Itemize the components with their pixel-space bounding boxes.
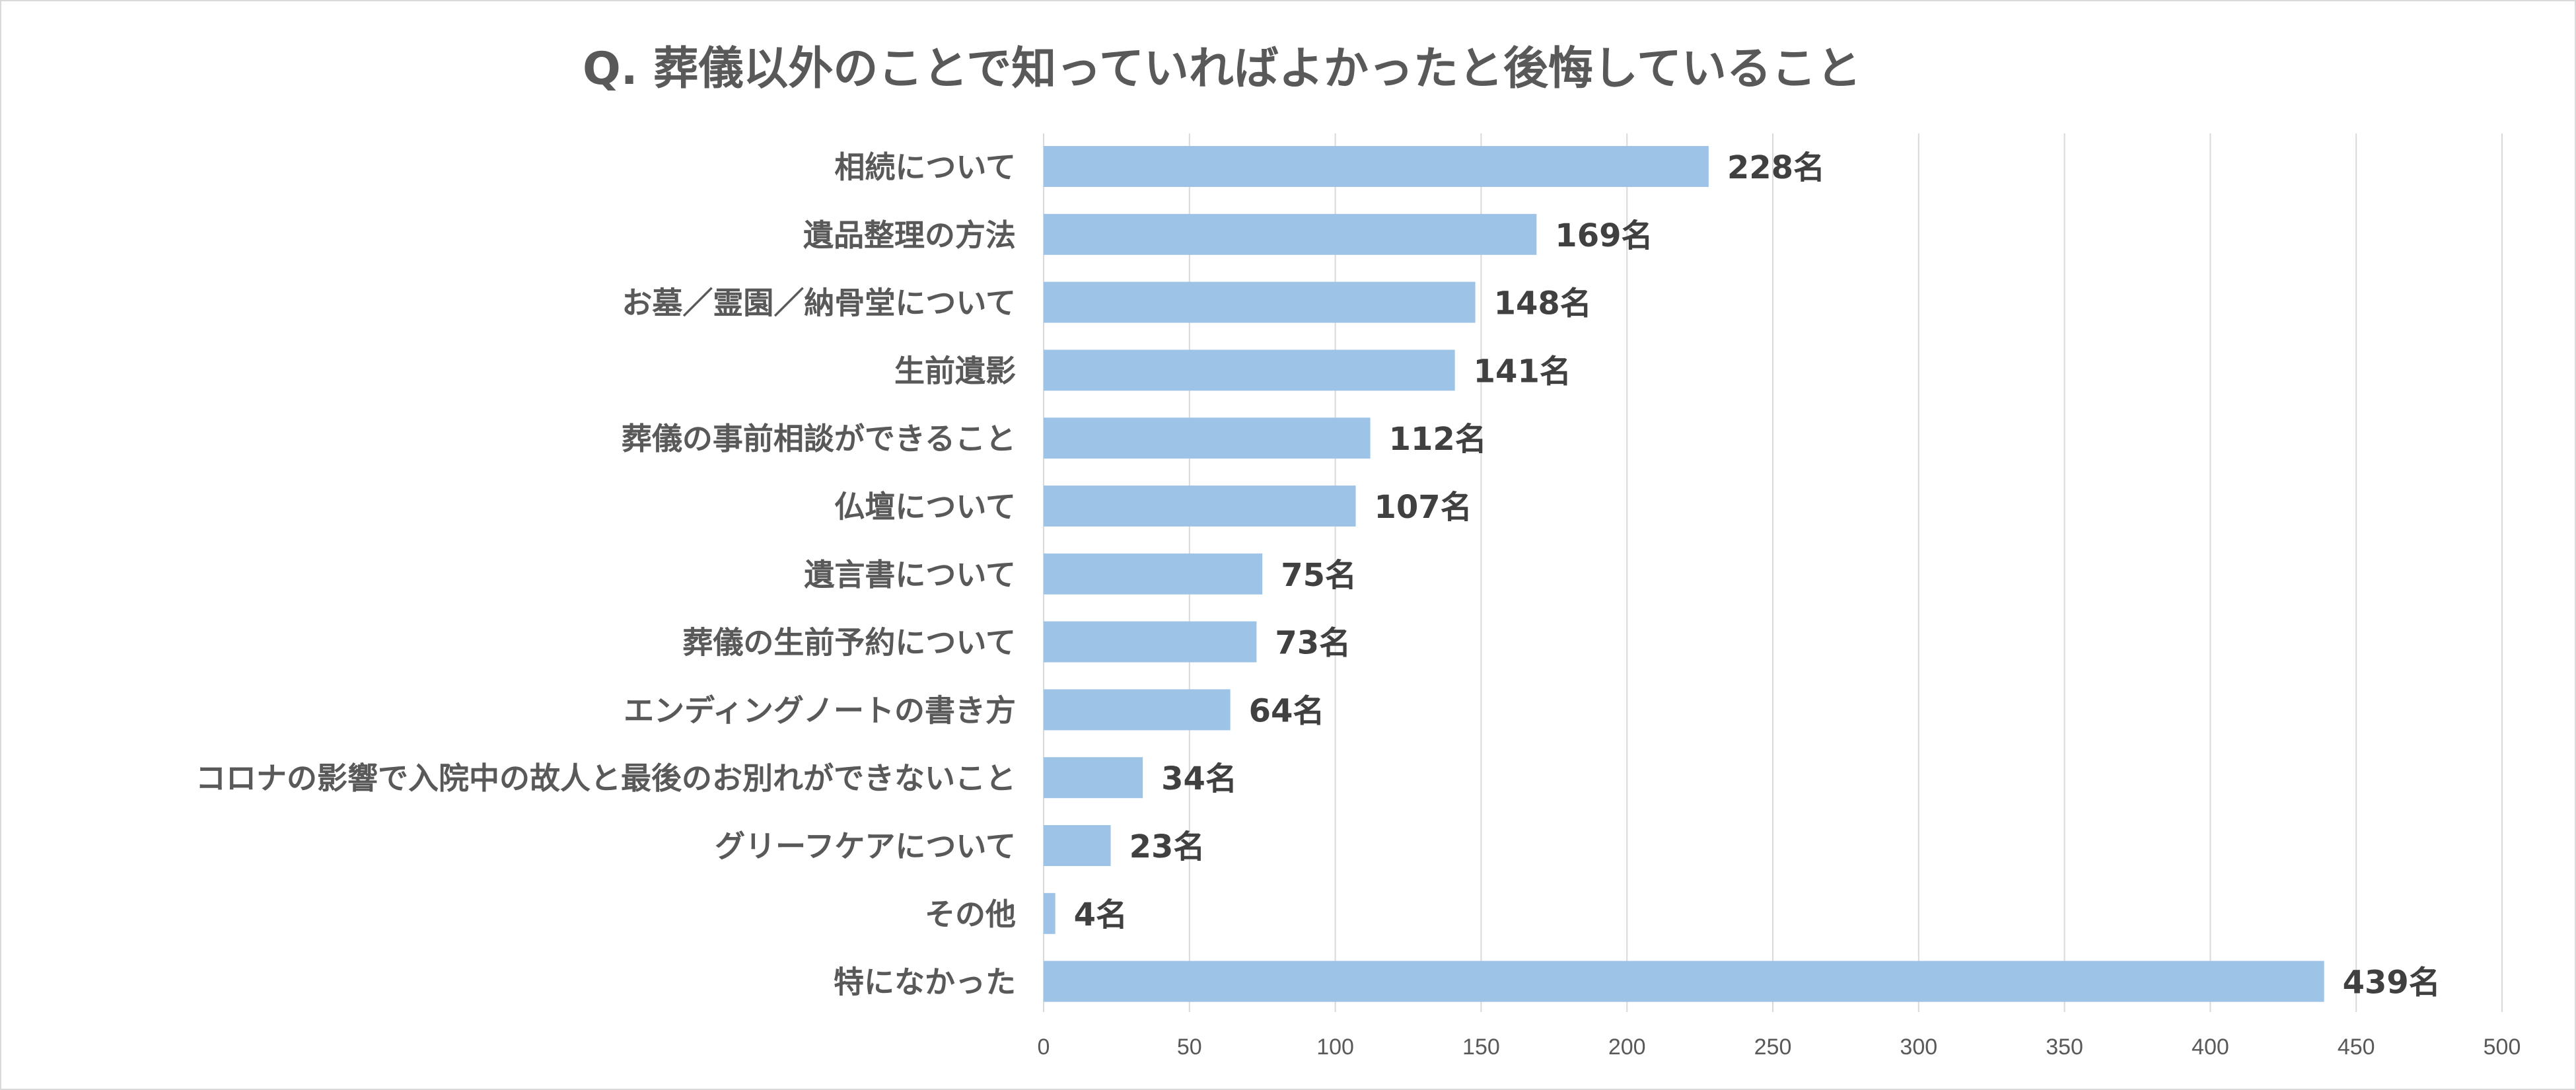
bar <box>1044 213 1537 255</box>
data-labels: 228名169名148名141名112名107名75名73名64名34名23名4… <box>1074 149 2441 1001</box>
bar <box>1044 486 1356 527</box>
bar <box>1044 757 1143 799</box>
bar <box>1044 892 1055 934</box>
bar <box>1044 689 1231 731</box>
data-label: 148名 <box>1494 285 1592 322</box>
data-label: 34名 <box>1161 760 1237 797</box>
category-labels: 相続について遺品整理の方法お墓／霊園／納骨堂について生前遺影葬儀の事前相談ができ… <box>196 149 1016 1000</box>
category-label: グリーフケアについて <box>715 828 1016 864</box>
category-label: エンディングノートの書き方 <box>624 692 1016 728</box>
data-label: 439名 <box>2343 964 2441 1001</box>
x-tick-label: 0 <box>1038 1035 1050 1060</box>
x-tick-label: 50 <box>1177 1035 1202 1060</box>
data-label: 228名 <box>1727 149 1825 186</box>
x-tick-label: 200 <box>1608 1035 1646 1060</box>
data-label: 73名 <box>1275 625 1351 662</box>
category-label: その他 <box>925 896 1016 932</box>
category-label: お墓／霊園／納骨堂について <box>622 285 1016 321</box>
category-label: 相続について <box>834 149 1016 185</box>
x-tick-label: 100 <box>1316 1035 1354 1060</box>
category-label: コロナの影響で入院中の故人と最後のお別れができないこと <box>196 760 1016 796</box>
bar <box>1044 146 1709 187</box>
bar <box>1044 349 1455 391</box>
x-tick-label: 300 <box>1900 1035 1937 1060</box>
x-tick-label: 450 <box>2338 1035 2375 1060</box>
bar <box>1044 825 1111 866</box>
data-label: 23名 <box>1129 828 1205 865</box>
gridlines <box>1043 133 2503 1012</box>
bars <box>1044 146 2324 1002</box>
category-label: 生前遺影 <box>894 353 1016 388</box>
data-label: 112名 <box>1389 421 1487 458</box>
bar <box>1044 281 1476 323</box>
x-tick-label: 150 <box>1462 1035 1500 1060</box>
data-label: 107名 <box>1375 489 1472 526</box>
category-label: 仏壇について <box>834 489 1016 525</box>
bar <box>1044 553 1263 595</box>
x-tick-label: 350 <box>2046 1035 2083 1060</box>
bar <box>1044 621 1257 663</box>
x-axis-ticks: 0 50 100 150 200 250 300 350 400 450 500 <box>1038 1035 2521 1060</box>
chart-title: Q. 葬儀以外のことで知っていればよかったと後悔していること <box>583 43 1861 95</box>
bar <box>1044 961 2324 1002</box>
bar <box>1044 418 1371 459</box>
x-tick-label: 500 <box>2484 1035 2521 1060</box>
category-label: 葬儀の生前予約について <box>682 625 1016 661</box>
data-label: 64名 <box>1249 692 1325 729</box>
category-label: 特になかった <box>834 964 1016 1000</box>
data-label: 75名 <box>1281 557 1357 594</box>
data-label: 141名 <box>1474 353 1571 390</box>
category-label: 遺言書について <box>804 557 1016 593</box>
x-tick-label: 400 <box>2192 1035 2229 1060</box>
data-label: 4名 <box>1074 896 1127 933</box>
category-label: 葬儀の事前相談ができること <box>622 421 1016 456</box>
data-label: 169名 <box>1555 217 1653 254</box>
x-tick-label: 250 <box>1754 1035 1792 1060</box>
category-label: 遺品整理の方法 <box>803 217 1016 253</box>
